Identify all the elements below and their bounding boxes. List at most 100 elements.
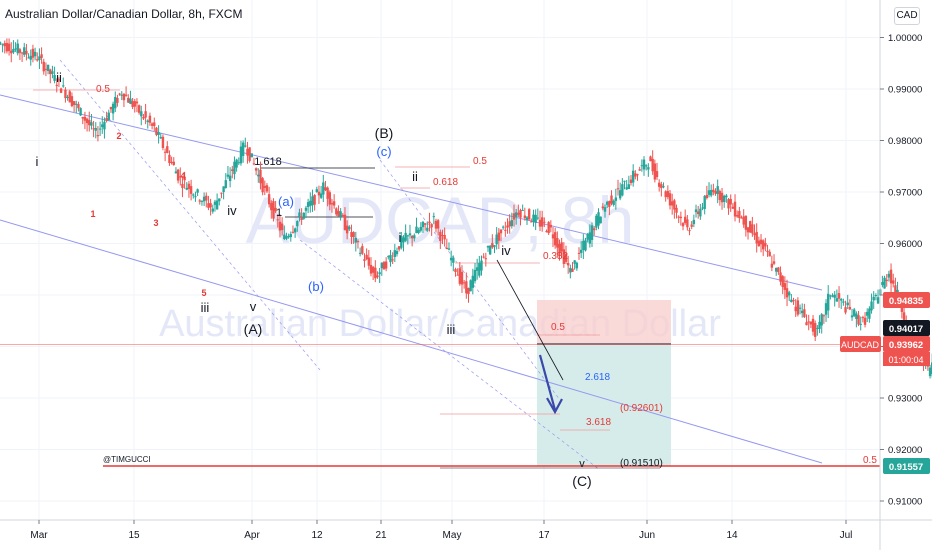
candle-body bbox=[209, 203, 212, 208]
wave-label: v bbox=[250, 299, 257, 314]
candle-body bbox=[768, 251, 771, 257]
candle-body bbox=[111, 103, 115, 114]
candle-body bbox=[504, 229, 507, 231]
candle-body bbox=[410, 235, 414, 239]
candle-body bbox=[415, 226, 418, 234]
candle-body bbox=[237, 162, 240, 164]
candle-body bbox=[239, 146, 243, 164]
candle-body bbox=[761, 240, 765, 250]
candle-body bbox=[354, 237, 358, 243]
candle-body bbox=[484, 258, 488, 260]
channel-line bbox=[59, 59, 321, 371]
candle-body bbox=[3, 43, 6, 47]
channel-lines bbox=[0, 59, 823, 471]
candle-body bbox=[228, 175, 232, 181]
candle-body bbox=[803, 309, 806, 318]
candle-body bbox=[618, 190, 622, 199]
candle-body bbox=[75, 103, 78, 105]
candle-body bbox=[267, 194, 271, 205]
candle-body bbox=[387, 256, 390, 258]
candle-body bbox=[525, 217, 529, 221]
candle-body bbox=[709, 189, 713, 196]
candle-body bbox=[588, 232, 592, 244]
candle-body bbox=[339, 211, 342, 217]
candle-body bbox=[59, 88, 63, 93]
candle-body bbox=[785, 288, 789, 298]
candle-body bbox=[389, 255, 392, 263]
candle-body bbox=[792, 300, 795, 302]
candle-body bbox=[116, 98, 119, 103]
candle-body bbox=[605, 201, 609, 205]
candle-body bbox=[161, 136, 165, 148]
candle-body bbox=[820, 314, 823, 326]
candle-body bbox=[148, 115, 152, 123]
candle-body bbox=[153, 122, 156, 127]
currency-button[interactable]: CAD bbox=[894, 7, 920, 25]
candle-body bbox=[222, 186, 225, 193]
candle-body bbox=[202, 196, 206, 202]
candle-body bbox=[276, 219, 279, 221]
candle-body bbox=[426, 227, 429, 231]
candle-body bbox=[833, 294, 836, 298]
candle-body bbox=[81, 117, 84, 119]
candle-body bbox=[356, 241, 360, 243]
time-tick-label: 12 bbox=[311, 530, 323, 541]
candle-body bbox=[179, 176, 182, 178]
candle-body bbox=[66, 96, 69, 98]
candle-body bbox=[211, 208, 214, 212]
candle-body bbox=[413, 235, 416, 239]
candle-body bbox=[538, 219, 542, 227]
candle-body bbox=[859, 323, 862, 325]
candle-body bbox=[335, 208, 338, 215]
candle-body bbox=[257, 174, 260, 177]
candle-body bbox=[688, 230, 691, 232]
candle-body bbox=[718, 191, 722, 201]
candle-body bbox=[883, 277, 886, 289]
candle-body bbox=[699, 208, 702, 217]
candle-body bbox=[205, 195, 208, 201]
candle-body bbox=[653, 163, 657, 180]
candle-body bbox=[352, 232, 355, 238]
candle-body bbox=[781, 276, 784, 288]
candle-body bbox=[846, 302, 849, 306]
candle-body bbox=[562, 249, 566, 264]
candle-body bbox=[88, 120, 91, 126]
candle-body bbox=[651, 158, 654, 172]
candle-body bbox=[703, 196, 706, 209]
candle-body bbox=[439, 231, 442, 241]
candle-body bbox=[5, 43, 9, 52]
candle-body bbox=[491, 242, 494, 248]
candle-body bbox=[475, 267, 479, 271]
candle-body bbox=[1, 44, 4, 46]
candle-body bbox=[894, 285, 897, 293]
candle-body bbox=[501, 226, 505, 228]
candle-body bbox=[142, 117, 145, 119]
candle-body bbox=[647, 167, 650, 170]
candle-body bbox=[887, 273, 891, 278]
price-tick-label: 0.93000 bbox=[888, 394, 922, 405]
candle-body bbox=[380, 262, 384, 269]
candle-body bbox=[408, 233, 412, 236]
candle-body bbox=[55, 84, 58, 86]
candle-body bbox=[681, 223, 685, 227]
candle-body bbox=[679, 216, 683, 219]
time-tick-label: 14 bbox=[726, 530, 738, 541]
candle-body bbox=[547, 222, 550, 234]
candle-body bbox=[469, 280, 472, 292]
candle-body bbox=[185, 187, 188, 190]
candle-body bbox=[397, 246, 401, 250]
candle-body bbox=[757, 240, 761, 247]
candle-body bbox=[187, 183, 191, 189]
candle-body bbox=[573, 260, 576, 264]
candle-body bbox=[551, 234, 555, 239]
candle-body bbox=[0, 42, 2, 44]
candle-body bbox=[675, 207, 678, 213]
candle-body bbox=[324, 187, 327, 191]
candle-body bbox=[367, 257, 371, 266]
fib-label: 2.618 bbox=[585, 372, 610, 383]
candle-body bbox=[725, 195, 728, 198]
candle-body bbox=[174, 171, 178, 174]
candle-body bbox=[716, 186, 719, 195]
candle-body bbox=[220, 192, 223, 194]
